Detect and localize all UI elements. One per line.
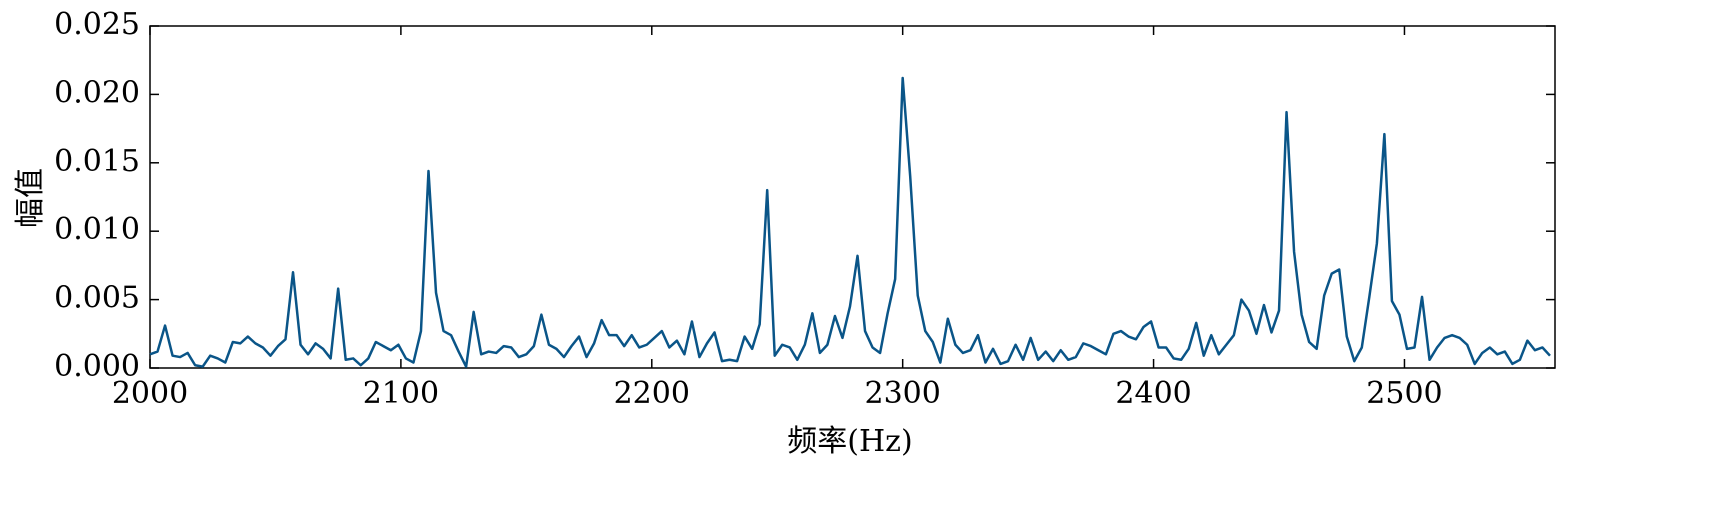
x-tick-label: 2500 bbox=[1366, 376, 1442, 411]
y-tick-label: 0.010 bbox=[54, 212, 140, 247]
x-tick-label: 2400 bbox=[1115, 376, 1191, 411]
y-tick-label: 0.015 bbox=[54, 144, 140, 179]
x-tick-label: 2000 bbox=[112, 376, 188, 411]
x-tick-label: 2100 bbox=[363, 376, 439, 411]
x-axis-label: 频率(Hz) bbox=[787, 424, 912, 459]
y-tick-label: 0.000 bbox=[54, 349, 140, 384]
y-tick-label: 0.005 bbox=[54, 281, 140, 316]
data-line bbox=[149, 76, 1551, 368]
y-tick-label: 0.025 bbox=[54, 7, 140, 42]
x-tick-label: 2300 bbox=[864, 376, 940, 411]
y-axis-label: 幅值 bbox=[13, 168, 48, 228]
x-tick-label: 2200 bbox=[614, 376, 690, 411]
plot-frame bbox=[149, 25, 1556, 369]
y-tick-label: 0.020 bbox=[54, 75, 140, 110]
